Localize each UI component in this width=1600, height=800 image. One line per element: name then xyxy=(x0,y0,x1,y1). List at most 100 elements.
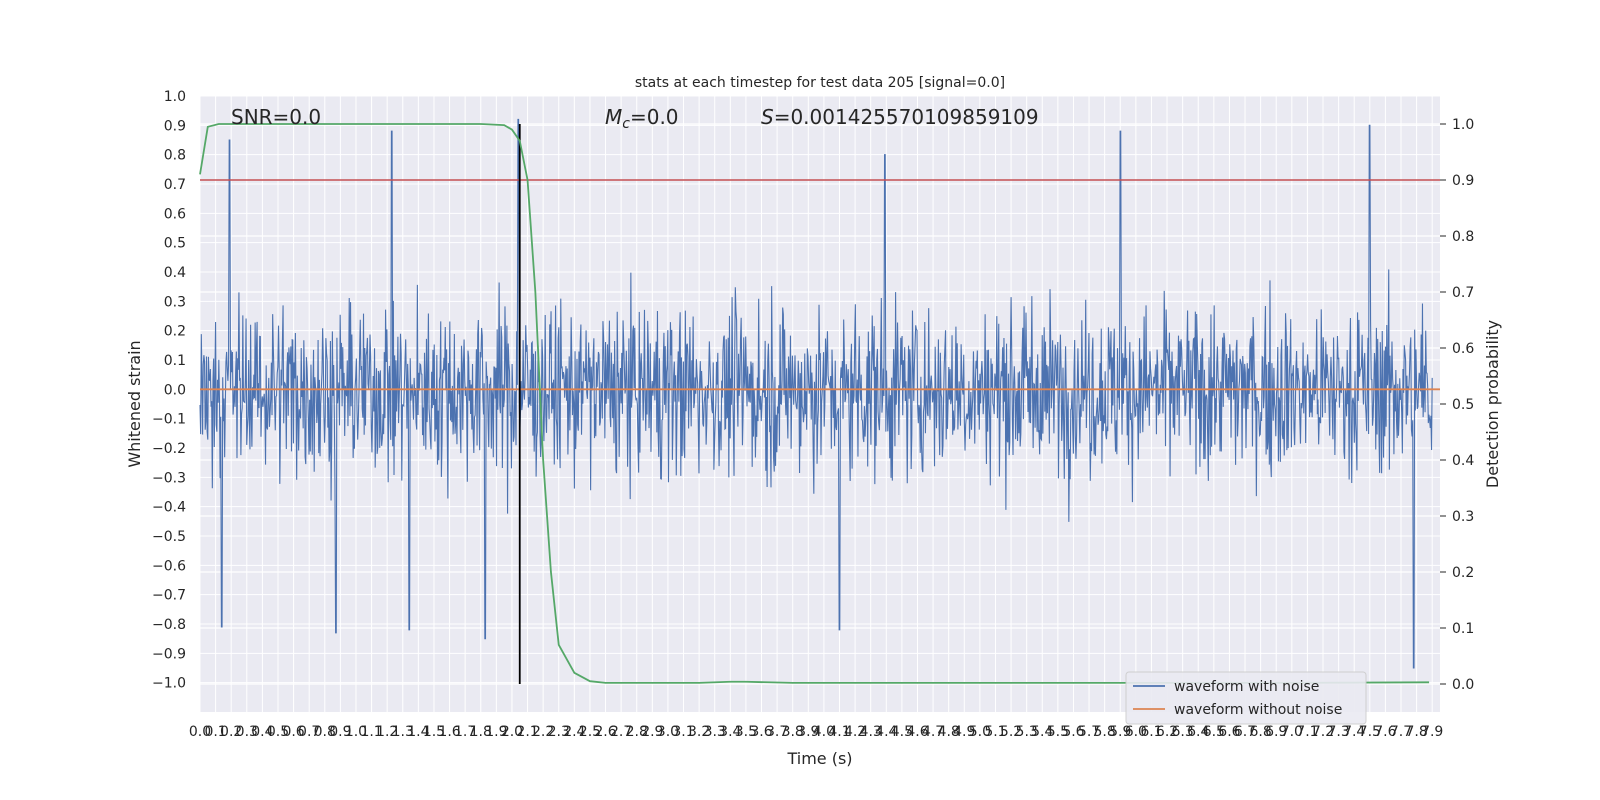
x-tick-label: 4.5 xyxy=(891,724,913,740)
x-tick-label: 4.4 xyxy=(875,724,897,740)
x-tick-label: 1.6 xyxy=(438,724,460,740)
x-tick-label: 0.6 xyxy=(282,724,304,740)
x-tick-label: 3.2 xyxy=(688,724,710,740)
y-tick-label: 0.0 xyxy=(164,382,186,398)
x-tick-label: 4.6 xyxy=(906,724,928,740)
chart-title: stats at each timestep for test data 205… xyxy=(635,75,1005,91)
x-tick-label: 4.1 xyxy=(828,724,850,740)
x-axis-ticks: 0.00.10.20.30.40.50.60.70.80.91.01.11.21… xyxy=(189,724,1443,740)
y2-tick-label: 0.9 xyxy=(1452,173,1474,189)
legend: waveform with noise waveform without noi… xyxy=(1125,671,1367,725)
x-tick-label: 3.1 xyxy=(672,724,694,740)
y-tick-label: 1.0 xyxy=(164,89,186,105)
x-tick-label: 1.8 xyxy=(470,724,492,740)
x-tick-label: 3.4 xyxy=(719,724,741,740)
x-tick-label: 1.5 xyxy=(423,724,445,740)
x-tick-label: 0.4 xyxy=(251,724,273,740)
x-tick-label: 7.8 xyxy=(1405,724,1427,740)
y2-tick-label: 0.5 xyxy=(1452,397,1474,413)
waveform-with-noise-line xyxy=(199,118,1433,669)
x-tick-label: 2.0 xyxy=(501,724,523,740)
y2-tick-label: 0.6 xyxy=(1452,341,1474,357)
x-tick-label: 0.0 xyxy=(189,724,211,740)
x-tick-label: 7.7 xyxy=(1390,724,1412,740)
x-tick-label: 6.7 xyxy=(1234,724,1256,740)
x-tick-label: 3.6 xyxy=(750,724,772,740)
series-detection-probability xyxy=(199,123,1430,684)
x-tick-label: 7.2 xyxy=(1312,724,1334,740)
x-tick-label: 6.9 xyxy=(1265,724,1287,740)
y-tick-label: 0.6 xyxy=(164,206,186,222)
x-tick-label: 2.2 xyxy=(532,724,554,740)
y2-tick-label: 0.3 xyxy=(1452,509,1474,525)
x-tick-label: 2.3 xyxy=(548,724,570,740)
x-tick-label: 1.0 xyxy=(345,724,367,740)
y2-tick-label: 1.0 xyxy=(1452,117,1474,133)
x-tick-label: 2.5 xyxy=(579,724,601,740)
x-tick-label: 3.8 xyxy=(782,724,804,740)
x-tick-label: 1.2 xyxy=(376,724,398,740)
x-tick-label: 7.9 xyxy=(1421,724,1443,740)
y-tick-label: −0.8 xyxy=(152,617,186,633)
x-tick-label: 5.3 xyxy=(1016,724,1038,740)
x-tick-label: 0.2 xyxy=(220,724,242,740)
x-tick-label: 3.3 xyxy=(704,724,726,740)
x-tick-label: 2.4 xyxy=(563,724,585,740)
y-tick-label: −0.2 xyxy=(152,441,186,457)
x-tick-label: 6.5 xyxy=(1203,724,1225,740)
x-tick-label: 0.9 xyxy=(329,724,351,740)
y2-axis-label: Detection probability xyxy=(1483,320,1502,488)
x-tick-label: 1.9 xyxy=(485,724,507,740)
x-tick-label: 7.3 xyxy=(1327,724,1349,740)
x-tick-label: 6.4 xyxy=(1187,724,1209,740)
snr-annotation: SNR=0.0 xyxy=(231,105,321,129)
x-tick-label: 6.1 xyxy=(1140,724,1162,740)
x-axis-label: Time (s) xyxy=(786,749,852,768)
x-tick-label: 3.0 xyxy=(657,724,679,740)
x-tick-label: 6.8 xyxy=(1249,724,1271,740)
x-tick-label: 7.5 xyxy=(1359,724,1381,740)
s-annotation: S=0.001425570109859109 xyxy=(761,105,1039,129)
y-tick-label: −0.4 xyxy=(152,500,186,516)
y-tick-label: −0.7 xyxy=(152,588,186,604)
x-tick-label: 4.3 xyxy=(860,724,882,740)
x-tick-label: 2.6 xyxy=(594,724,616,740)
mc-annotation: Mc=0.0 xyxy=(605,105,679,132)
x-tick-label: 1.4 xyxy=(407,724,429,740)
x-tick-label: 3.5 xyxy=(735,724,757,740)
x-tick-label: 6.2 xyxy=(1156,724,1178,740)
x-tick-label: 0.8 xyxy=(314,724,336,740)
y-tick-label: 0.9 xyxy=(164,118,186,134)
x-tick-label: 6.6 xyxy=(1218,724,1240,740)
y-tick-label: −0.5 xyxy=(152,529,186,545)
legend-label-waveform-without-noise: waveform without noise xyxy=(1174,702,1342,718)
x-tick-label: 4.9 xyxy=(953,724,975,740)
x-tick-label: 5.5 xyxy=(1047,724,1069,740)
y-tick-label: 0.7 xyxy=(164,177,186,193)
legend-box xyxy=(1125,671,1367,725)
x-tick-label: 5.6 xyxy=(1062,724,1084,740)
x-tick-label: 5.7 xyxy=(1078,724,1100,740)
y2-tick-label: 0.0 xyxy=(1452,677,1474,693)
y-tick-label: −0.3 xyxy=(152,470,186,486)
x-tick-label: 7.6 xyxy=(1374,724,1396,740)
x-tick-label: 6.3 xyxy=(1172,724,1194,740)
x-tick-label: 4.0 xyxy=(813,724,835,740)
y-tick-label: 0.5 xyxy=(164,236,186,252)
x-tick-label: 2.7 xyxy=(610,724,632,740)
x-tick-label: 0.3 xyxy=(236,724,258,740)
y-tick-label: −0.9 xyxy=(152,646,186,662)
y2-axis-ticks: 0.0 0.1 0.2 0.3 0.4 0.5 0.6 0.7 0.8 0.9 1.0 xyxy=(1440,117,1474,693)
x-tick-label: 5.0 xyxy=(969,724,991,740)
x-tick-label: 5.2 xyxy=(1000,724,1022,740)
x-tick-label: 4.8 xyxy=(938,724,960,740)
x-tick-label: 5.8 xyxy=(1094,724,1116,740)
x-tick-label: 4.2 xyxy=(844,724,866,740)
x-tick-label: 0.7 xyxy=(298,724,320,740)
y-axis-label: Whitened strain xyxy=(125,340,144,467)
y-tick-label: 0.1 xyxy=(164,353,186,369)
x-tick-label: 5.9 xyxy=(1109,724,1131,740)
x-tick-label: 5.1 xyxy=(984,724,1006,740)
y2-tick-label: 0.1 xyxy=(1452,621,1474,637)
